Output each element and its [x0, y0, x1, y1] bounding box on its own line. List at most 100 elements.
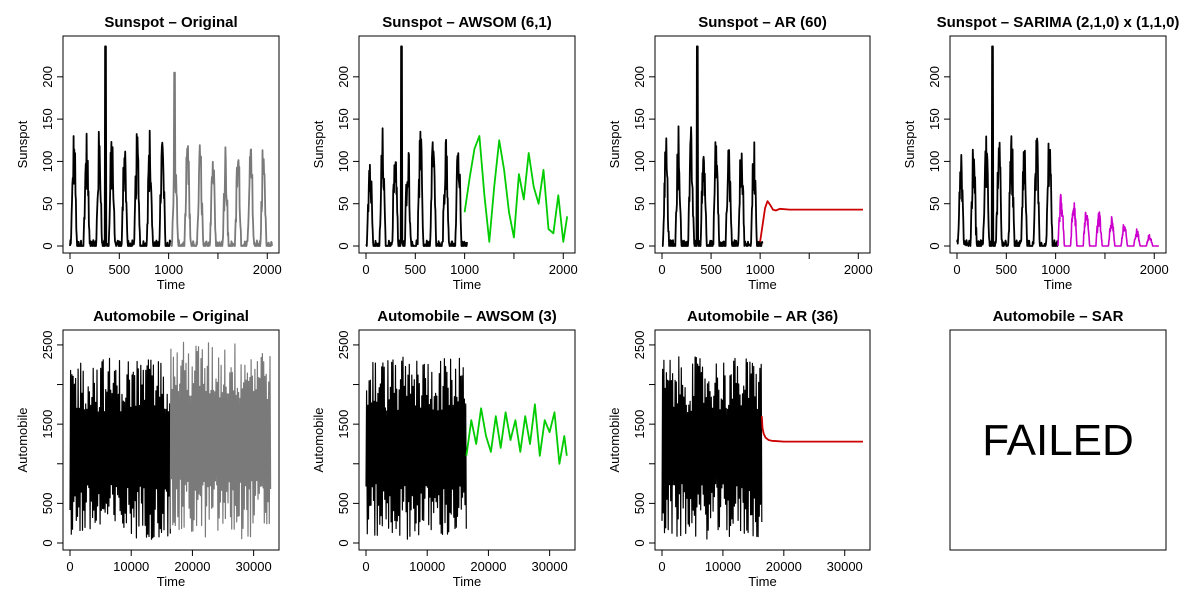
plot-frame: [949, 35, 1167, 254]
x-tick-label: 1000: [1041, 262, 1070, 277]
y-tick-label: 150: [40, 108, 55, 130]
y-axis-label: Sunspot: [15, 120, 30, 168]
series-history: [661, 356, 763, 540]
panel-auto_orig: Automobile – Original 0 10000 20000 30000 0 50…: [15, 308, 280, 589]
y-tick-label: 500: [40, 493, 55, 515]
x-tick-label: 0: [66, 559, 73, 574]
y-tick-label: 150: [632, 108, 647, 130]
x-tick-label: 500: [995, 262, 1017, 277]
y-tick-label: 0: [40, 242, 55, 249]
y-axis-label: Sunspot: [902, 120, 917, 168]
series-history: [365, 356, 467, 540]
y-tick-label: 0: [336, 539, 351, 546]
y-tick-label: 0: [40, 539, 55, 546]
panel-auto_sar: Automobile – SAR FAILED: [949, 308, 1167, 551]
y-axis-label: Automobile: [311, 407, 326, 472]
y-tick-label: 1500: [336, 410, 351, 439]
y-tick-label: 1500: [632, 410, 647, 439]
x-tick-label: 10000: [409, 559, 445, 574]
y-tick-label: 200: [40, 66, 55, 88]
failed-message: FAILED: [982, 416, 1134, 465]
x-axis-label: Time: [453, 277, 481, 292]
y-tick-label: 100: [632, 151, 647, 173]
panel-sun_orig: Sunspot – Original 0 500 1000 2000 0 50 100 150 2…: [15, 14, 282, 292]
plot-frame: [62, 35, 280, 254]
x-tick-label: 2000: [1140, 262, 1169, 277]
x-tick-label: 500: [108, 262, 130, 277]
x-tick-label: 0: [362, 559, 369, 574]
series-forecast: [465, 403, 568, 465]
x-tick-label: 0: [66, 262, 73, 277]
x-tick-label: 2000: [549, 262, 578, 277]
chart-title: Automobile – Original: [93, 308, 249, 325]
x-tick-label: 1000: [450, 262, 479, 277]
series-original_future: [169, 341, 272, 540]
series-history: [69, 45, 172, 247]
x-axis-label: Time: [748, 574, 776, 589]
series-history: [661, 45, 764, 247]
series-history: [365, 45, 468, 247]
plot-frame: [654, 329, 871, 551]
plot-frame: [62, 329, 280, 551]
x-tick-label: 0: [658, 262, 665, 277]
x-tick-label: 20000: [766, 559, 802, 574]
x-tick-label: 0: [362, 262, 369, 277]
y-tick-label: 100: [336, 151, 351, 173]
panel-sun_awsom: Sunspot – AWSOM (6,1) 0 500 1000 2000 0 50 100 1…: [311, 14, 578, 292]
panel-sun_ar: Sunspot – AR (60) 0 500 1000 2000 0 50 100 150 20…: [607, 14, 873, 292]
plot-frame: [949, 329, 1167, 551]
x-tick-label: 30000: [532, 559, 568, 574]
y-tick-label: 150: [927, 108, 942, 130]
y-tick-label: 2500: [336, 330, 351, 359]
x-tick-label: 30000: [827, 559, 863, 574]
x-axis-label: Time: [157, 574, 185, 589]
x-tick-label: 2000: [844, 262, 873, 277]
chart-title: Sunspot – AWSOM (6,1): [382, 14, 551, 31]
chart-title: Automobile – SAR: [993, 308, 1124, 325]
y-tick-label: 500: [632, 493, 647, 515]
series-history: [956, 45, 1059, 247]
plot-frame: [358, 35, 576, 254]
series-forecast: [1057, 193, 1160, 247]
panel-sun_sarima: Sunspot – SARIMA (2,1,0) x (1,1,0)0 500 10…: [902, 14, 1179, 292]
y-tick-label: 50: [632, 196, 647, 210]
y-tick-label: 0: [632, 242, 647, 249]
plot-frame: [358, 329, 576, 551]
y-tick-label: 50: [336, 196, 351, 210]
x-tick-label: 1000: [154, 262, 183, 277]
y-tick-label: 500: [336, 493, 351, 515]
chart-title: Automobile – AWSOM (3): [377, 308, 556, 325]
panel-auto_ar: Automobile – AR (36) 0 10000 20000 30000 0 500…: [607, 308, 871, 589]
y-tick-label: 2500: [632, 330, 647, 359]
y-tick-label: 200: [632, 66, 647, 88]
plot-frame: [654, 35, 871, 254]
x-axis-label: Time: [453, 574, 481, 589]
x-axis-label: Time: [1044, 277, 1072, 292]
x-axis-label: Time: [748, 277, 776, 292]
series-forecast: [463, 135, 569, 243]
y-tick-label: 0: [336, 242, 351, 249]
x-tick-label: 10000: [113, 559, 149, 574]
y-axis-label: Automobile: [607, 407, 622, 472]
x-tick-label: 20000: [174, 559, 210, 574]
y-tick-label: 100: [927, 151, 942, 173]
x-tick-label: 1000: [746, 262, 775, 277]
x-tick-label: 2000: [253, 262, 282, 277]
series-history: [69, 357, 171, 540]
x-tick-label: 0: [658, 559, 665, 574]
x-tick-label: 20000: [470, 559, 506, 574]
y-tick-label: 50: [40, 196, 55, 210]
y-tick-label: 100: [40, 151, 55, 173]
y-axis-label: Sunspot: [311, 120, 326, 168]
chart-title: Automobile – AR (36): [687, 308, 838, 325]
x-tick-label: 30000: [236, 559, 272, 574]
chart-title: Sunspot – Original: [104, 14, 237, 31]
y-tick-label: 0: [927, 242, 942, 249]
series-original_future: [170, 71, 273, 247]
y-tick-label: 150: [336, 108, 351, 130]
y-tick-label: 1500: [40, 410, 55, 439]
x-axis-label: Time: [157, 277, 185, 292]
x-tick-label: 500: [404, 262, 426, 277]
y-tick-label: 0: [632, 539, 647, 546]
